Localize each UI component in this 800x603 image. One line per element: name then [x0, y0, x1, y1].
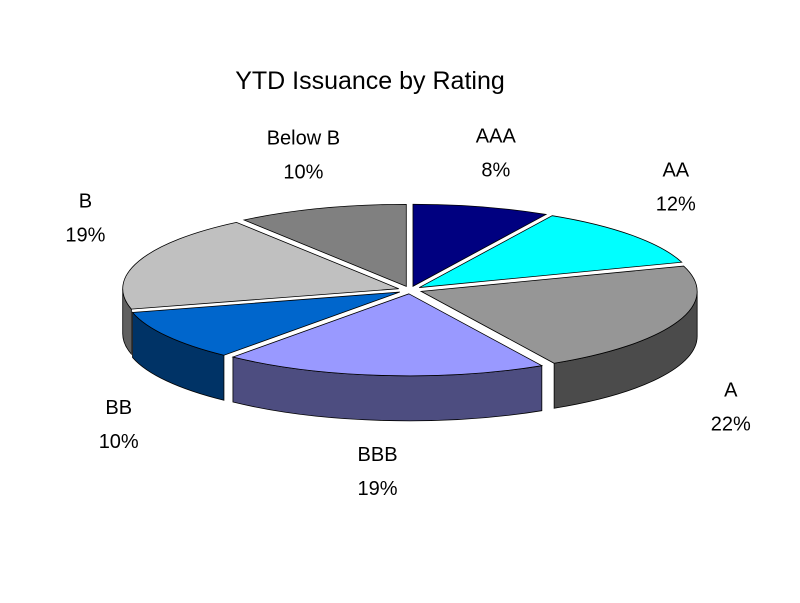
slice-b [122, 221, 399, 310]
chart-title: YTD Issuance by Rating [235, 67, 505, 95]
label-b: B [79, 190, 92, 212]
value-label-aaa: 8% [481, 160, 510, 182]
slice-aa [419, 215, 683, 288]
slice-bbb [231, 293, 544, 377]
value-label-below-b: 10% [283, 162, 323, 184]
slice-below-b [242, 203, 407, 287]
label-aa: AA [662, 160, 689, 182]
label-aaa: AAA [476, 126, 517, 148]
slice-aaa [412, 203, 548, 287]
label-below-b: Below B [267, 128, 340, 150]
value-label-aa: 12% [656, 194, 696, 216]
slice-labels: AAA 8% AA 12% A 22% BBB 19% BB 10% B 19% Below B 10% [65, 126, 751, 500]
slice-bb [131, 291, 401, 356]
pie-slices [122, 203, 698, 422]
label-bbb: BBB [358, 444, 398, 466]
slice-a [419, 265, 698, 364]
label-a: A [724, 380, 738, 402]
value-label-b: 19% [65, 224, 105, 246]
value-label-a: 22% [711, 414, 751, 436]
value-label-bbb: 19% [358, 478, 398, 500]
value-label-bb: 10% [99, 431, 139, 453]
label-bb: BB [105, 397, 132, 419]
